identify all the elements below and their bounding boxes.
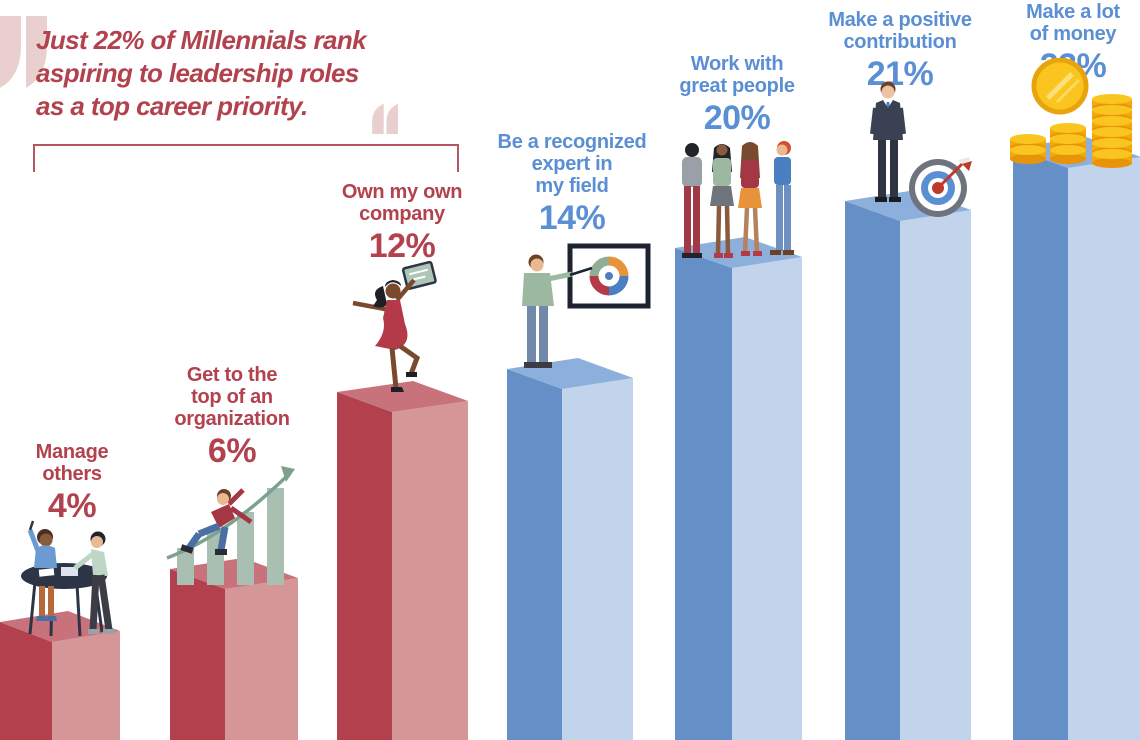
woman-celebrating-holding-tablet-illustration — [352, 260, 437, 392]
value-label: 20% — [703, 99, 771, 137]
category-label: great people — [679, 75, 795, 97]
value-label: 12% — [368, 227, 436, 265]
bar-5-right-face — [900, 210, 971, 740]
businessman-with-dart-target-illustration — [870, 81, 972, 217]
bar-label-get-to-top: Get to the top of an organization 6% — [132, 364, 332, 470]
bar-3-right-face — [562, 378, 633, 740]
headline-quote: Just 22% of Millennials rank aspiring to… — [36, 24, 466, 123]
category-label: contribution — [843, 31, 957, 53]
category-label: company — [359, 203, 445, 225]
category-label: expert in — [531, 153, 613, 175]
bar-4-left-face — [675, 248, 732, 740]
category-label: organization — [174, 408, 290, 430]
leadership-group-bracket — [33, 144, 459, 172]
man-climbing-rising-bar-chart-illustration — [166, 466, 295, 585]
bar-1-left-face — [170, 569, 225, 740]
value-label: 14% — [538, 199, 606, 237]
bar-6-right-face — [1068, 157, 1140, 740]
category-label: Be a recognized — [497, 131, 647, 153]
gold-coin-stacks-illustration — [1010, 58, 1132, 168]
bar-label-own-company: Own my own company 12% — [302, 181, 502, 265]
quote-line: as a top career priority. — [36, 91, 308, 121]
bar-label-recognized-expert: Be a recognized expert in my field 14% — [472, 131, 672, 237]
category-label: top of an — [191, 386, 273, 408]
bar-label-manage-others: Manage others 4% — [0, 441, 172, 525]
bar-label-positive-contribution: Make a positive contribution 21% — [800, 9, 1000, 93]
bar-0-left-face — [0, 622, 52, 740]
bar-1-top-face — [170, 558, 298, 589]
category-label: Work with — [690, 53, 784, 75]
bar-label-great-people: Work with great people 20% — [637, 53, 837, 137]
man-presenting-circular-diagram-illustration — [522, 243, 651, 368]
category-label: my field — [535, 175, 609, 197]
value-label: 21% — [866, 55, 934, 93]
category-label: Get to the — [186, 364, 278, 386]
category-label: of money — [1029, 23, 1117, 45]
bar-2-left-face — [337, 392, 392, 740]
category-label: Manage — [35, 441, 109, 463]
category-label: Own my own — [341, 181, 463, 203]
open-quote-icon — [0, 16, 47, 88]
value-label: 4% — [47, 487, 97, 525]
four-people-talking-illustration — [682, 141, 794, 258]
value-label: 6% — [207, 432, 257, 470]
bar-0-right-face — [52, 631, 120, 740]
bar-6-left-face — [1013, 148, 1068, 740]
quote-line: aspiring to leadership roles — [36, 58, 359, 88]
bar-3-left-face — [507, 369, 562, 740]
two-colleagues-meeting-table-illustration — [21, 520, 115, 637]
bar-2-right-face — [392, 401, 468, 740]
bar-4-top-face — [675, 237, 802, 268]
bar-2-top-face — [337, 381, 468, 412]
quote-line: Just 22% of Millennials rank — [36, 25, 367, 55]
category-label: others — [42, 463, 102, 485]
close-quote-icon — [372, 103, 398, 134]
bar-4-right-face — [732, 257, 802, 740]
bar-1-right-face — [225, 578, 298, 740]
category-label: Make a lot — [1026, 1, 1120, 23]
category-label: Make a positive — [828, 9, 972, 31]
bar-5-left-face — [845, 201, 900, 740]
